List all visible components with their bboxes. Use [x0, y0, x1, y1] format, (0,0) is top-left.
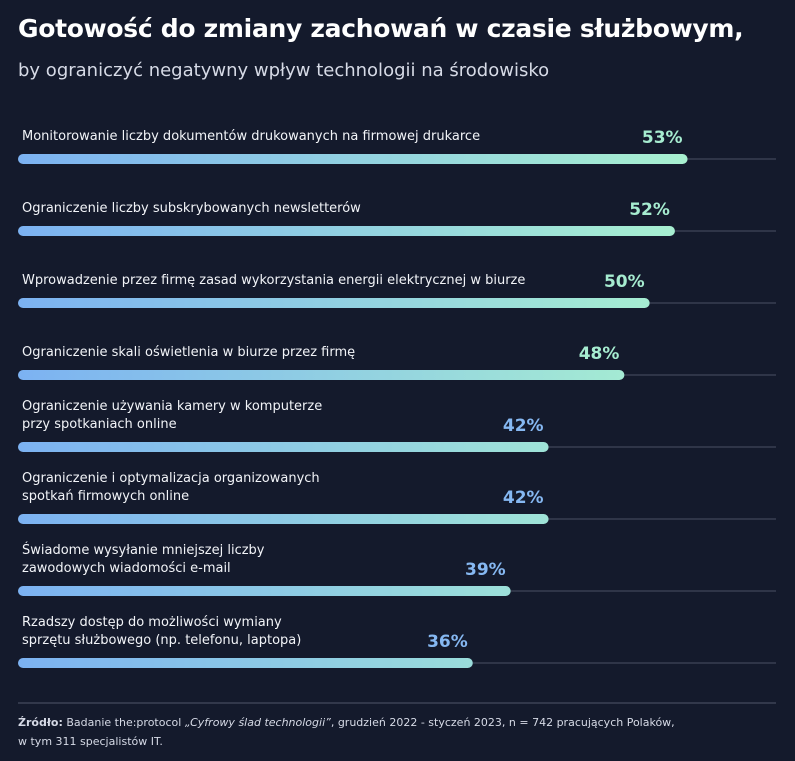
value-label: 53%	[642, 128, 683, 148]
category-label: Wprowadzenie przez firmę zasad wykorzyst…	[22, 273, 526, 288]
category-label: Ograniczenie liczby subskrybowanych news…	[22, 201, 361, 216]
bar	[18, 586, 511, 596]
value-label: 42%	[503, 416, 544, 436]
value-label: 36%	[427, 632, 468, 652]
bar	[18, 442, 549, 452]
bar	[18, 226, 675, 236]
category-label: Monitorowanie liczby dokumentów drukowan…	[22, 129, 481, 144]
source-title: „Cyfrowy ślad technologii”	[184, 716, 331, 729]
value-label: 48%	[579, 344, 620, 364]
source-label: Źródło:	[18, 716, 63, 729]
category-label: Ograniczenie i optymalizacja organizowan…	[22, 471, 320, 504]
bar	[18, 658, 473, 668]
category-label: Rzadszy dostęp do możliwości wymiany spr…	[22, 615, 302, 648]
bar	[18, 370, 625, 380]
category-label: Ograniczenie używania kamery w komputerz…	[22, 399, 323, 432]
value-label: 50%	[604, 272, 645, 292]
value-label: 42%	[503, 488, 544, 508]
source: Źródło: Badanie the:protocol „Cyfrowy śl…	[18, 713, 788, 751]
value-label: 52%	[629, 200, 670, 220]
value-label: 39%	[465, 560, 506, 580]
category-label: Ograniczenie skali oświetlenia w biurze …	[22, 345, 356, 360]
chart-subtitle: by ograniczyć negatywny wpływ technologi…	[18, 60, 550, 81]
category-label: Świadome wysyłanie mniejszej liczby zawo…	[22, 543, 265, 576]
source-text: , grudzień 2022 - styczeń 2023, n = 742 …	[18, 716, 675, 748]
bar	[18, 514, 549, 524]
bar	[18, 154, 688, 164]
chart-title: Gotowość do zmiany zachowań w czasie słu…	[18, 14, 744, 43]
source-text: Badanie the:protocol	[62, 716, 185, 729]
bar	[18, 298, 650, 308]
